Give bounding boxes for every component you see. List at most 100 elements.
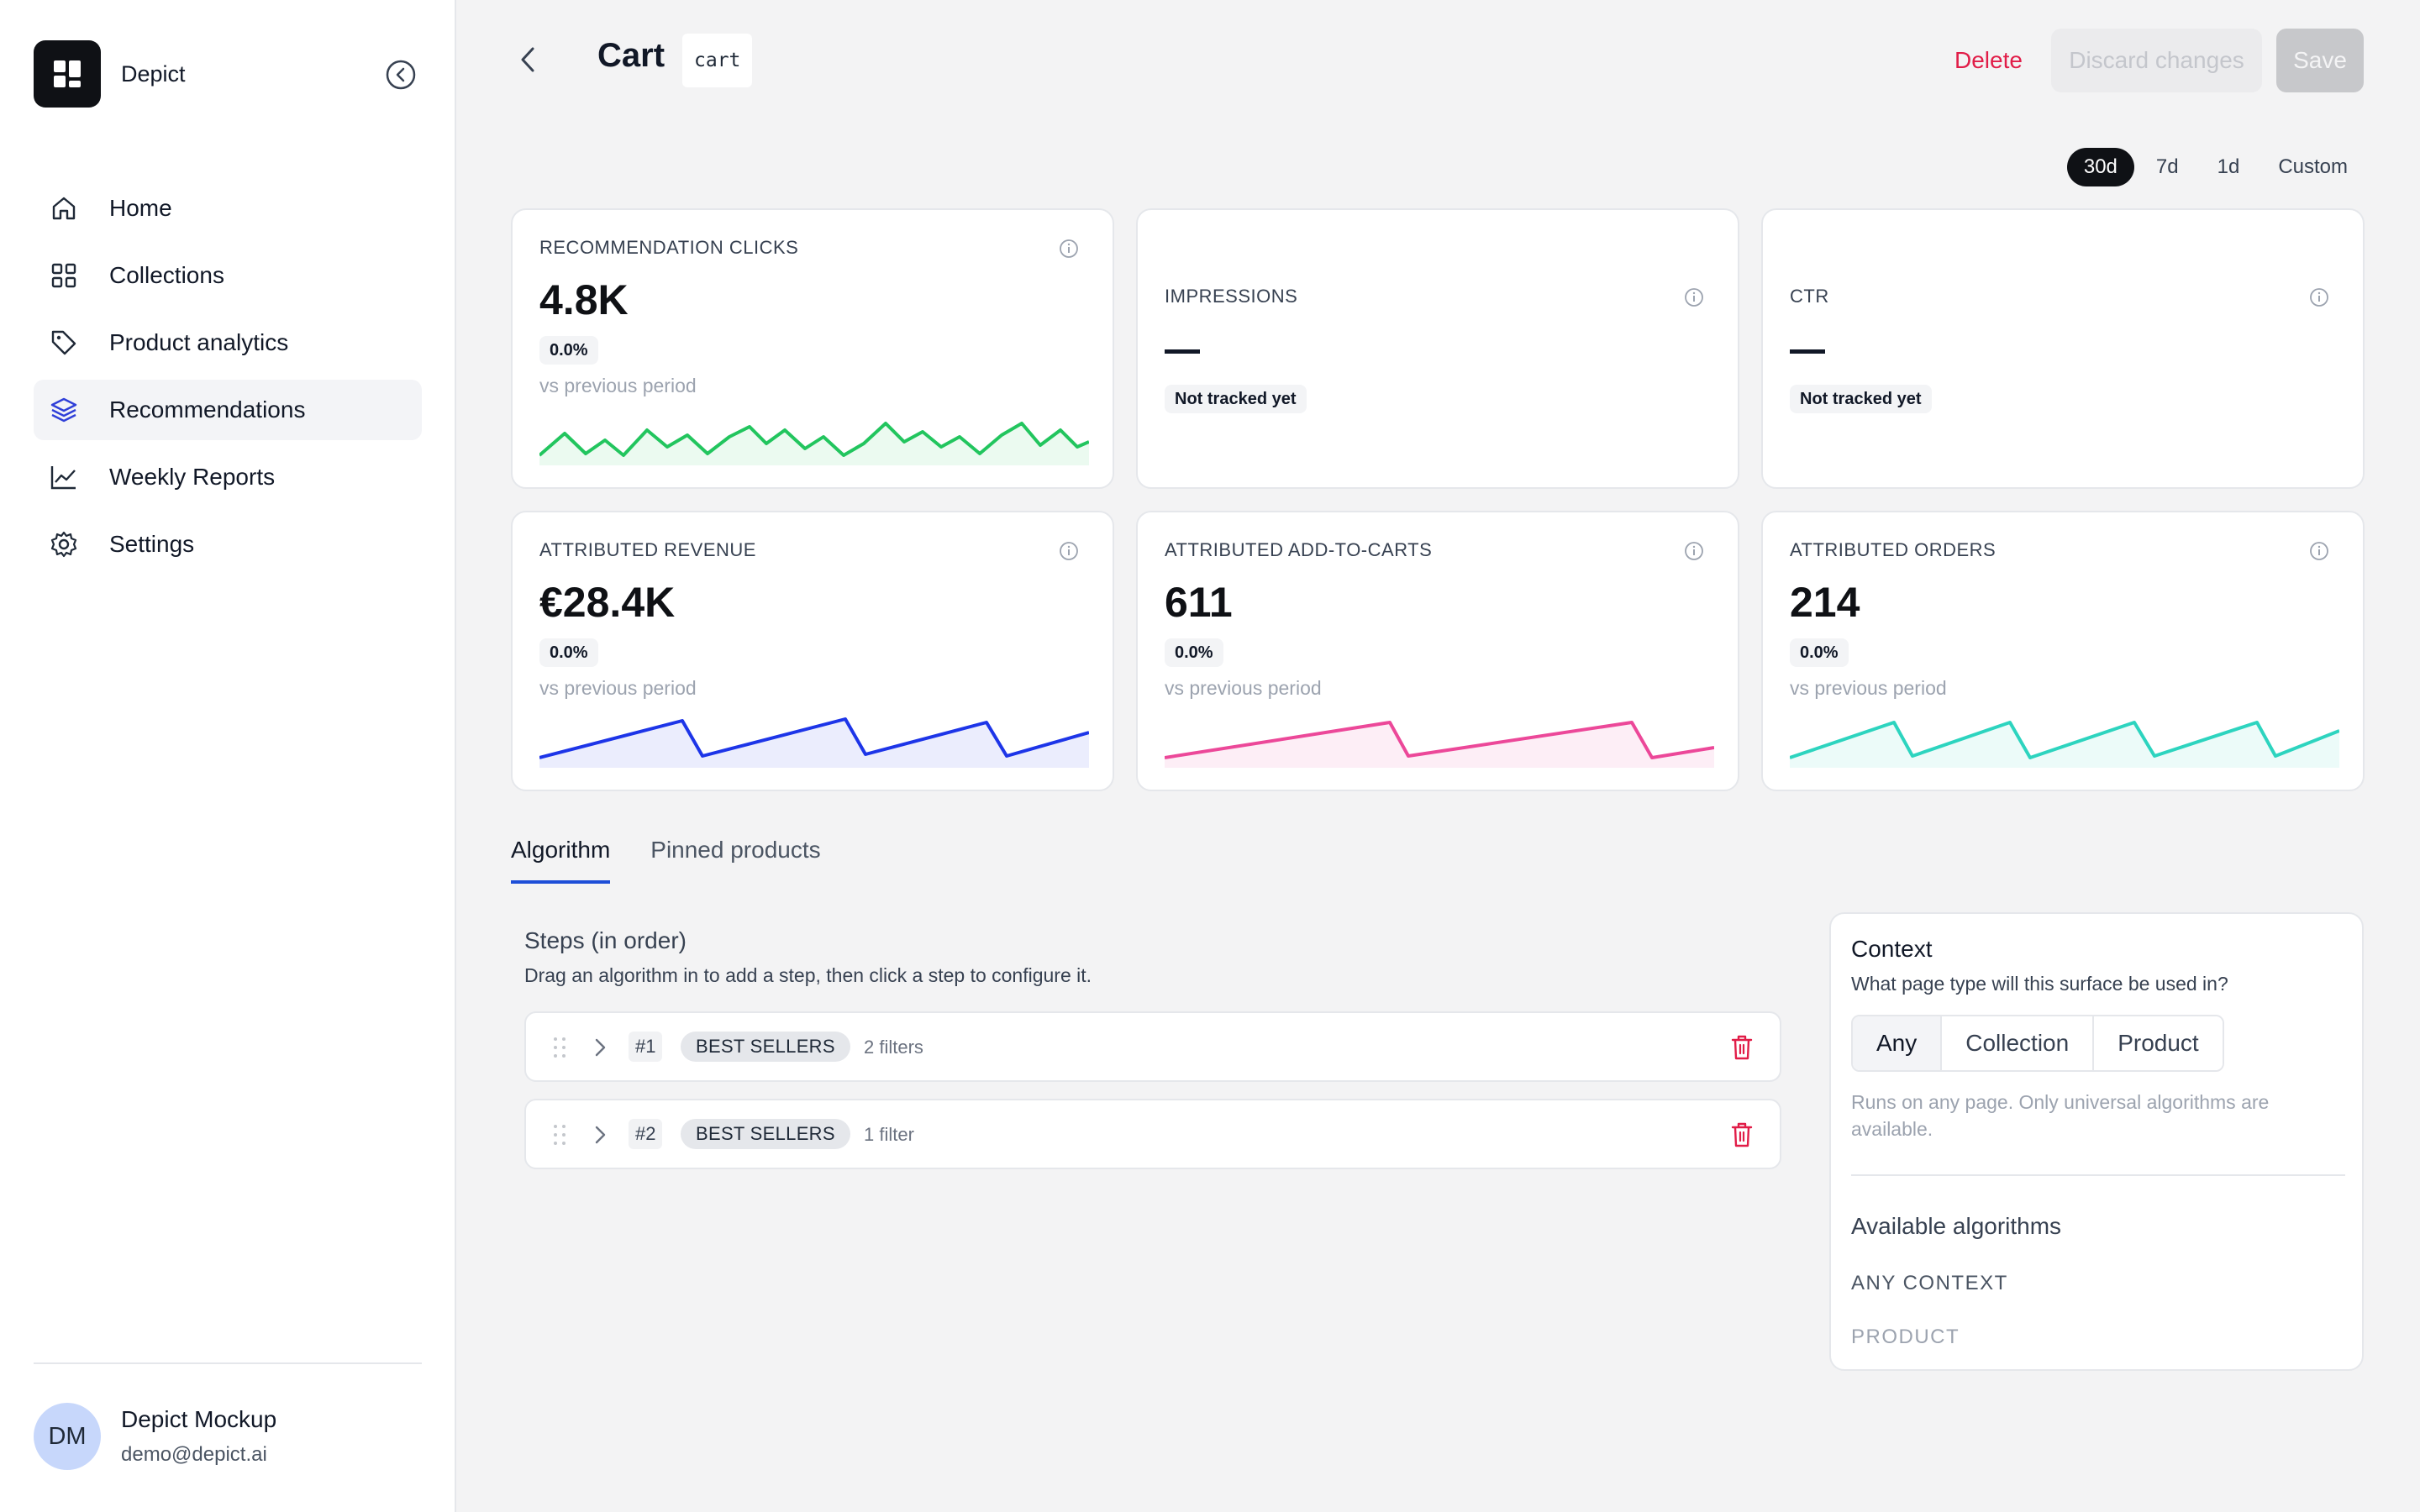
metric-delta: 0.0% — [1165, 638, 1223, 667]
sidebar-item-settings[interactable]: Settings — [34, 514, 422, 575]
metric-subtext: vs previous period — [539, 375, 697, 396]
page-type-segmented-control: Any Collection Product — [1851, 1015, 2224, 1072]
range-option-1d[interactable]: 1d — [2217, 155, 2240, 178]
context-note: Runs on any page. Only universal algorit… — [1851, 1091, 2270, 1140]
filter-count: 2 filters — [864, 1037, 923, 1058]
tag-icon — [49, 328, 79, 358]
sidebar-item-collections[interactable]: Collections — [34, 245, 422, 306]
sidebar-item-weekly-reports[interactable]: Weekly Reports — [34, 447, 422, 507]
discard-changes-button[interactable]: Discard changes — [2051, 29, 2262, 92]
context-question: What page type will this surface be used… — [1851, 973, 2228, 995]
user-name: Depict Mockup — [121, 1406, 277, 1432]
sidebar-item-product-analytics[interactable]: Product analytics — [34, 312, 422, 373]
algorithm-group-any-context[interactable]: ANY CONTEXT — [1851, 1272, 2008, 1294]
metric-card-attributed-revenue: ATTRIBUTED REVENUE €28.4K 0.0% vs previo… — [511, 511, 1114, 791]
delete-button[interactable]: Delete — [1954, 47, 2023, 73]
metric-subtext: vs previous period — [1790, 677, 1947, 699]
grid-icon — [49, 260, 79, 291]
metric-label: RECOMMENDATION CLICKS — [539, 237, 799, 258]
metric-delta: 0.0% — [539, 336, 598, 365]
metric-status: Not tracked yet — [1790, 385, 1932, 413]
save-button[interactable]: Save — [2276, 29, 2364, 92]
info-icon[interactable] — [2309, 287, 2329, 307]
page-type-option-product[interactable]: Product — [2094, 1016, 2223, 1070]
sparkline — [539, 717, 1089, 768]
metric-value — [1165, 349, 1200, 354]
date-range-selector: 30d 7d 1d Custom — [2062, 148, 2365, 186]
slug-badge: cart — [682, 34, 753, 87]
steps-title: Steps (in order) — [524, 927, 687, 953]
metric-card-impressions: IMPRESSIONS Not tracked yet — [1136, 208, 1739, 489]
metric-value: 4.8K — [539, 276, 629, 323]
metric-delta: 0.0% — [539, 638, 598, 667]
info-icon[interactable] — [2309, 541, 2329, 561]
page-title: Cart — [597, 37, 666, 74]
available-algorithms-title: Available algorithms — [1851, 1213, 2062, 1239]
range-option-7d[interactable]: 7d — [2155, 155, 2179, 178]
range-option-custom[interactable]: Custom — [2278, 155, 2348, 178]
sparkline — [1165, 721, 1714, 768]
depict-logo-icon — [34, 40, 101, 108]
info-icon[interactable] — [1059, 239, 1079, 259]
back-arrow-icon[interactable] — [513, 42, 543, 77]
collapse-sidebar-icon[interactable] — [385, 59, 417, 91]
step-row[interactable]: #1 BEST SELLERS 2 filters — [524, 1011, 1781, 1082]
metric-label: ATTRIBUTED ADD-TO-CARTS — [1165, 539, 1433, 560]
trash-icon[interactable] — [1729, 1121, 1754, 1149]
brand[interactable]: Depict — [34, 40, 186, 108]
sidebar-item-label: Weekly Reports — [109, 464, 276, 490]
metric-status: Not tracked yet — [1165, 385, 1307, 413]
page-type-option-any[interactable]: Any — [1853, 1016, 1943, 1070]
steps-subtitle: Drag an algorithm in to add a step, then… — [524, 964, 1092, 986]
tab-pinned-products[interactable]: Pinned products — [650, 837, 821, 863]
step-number: #1 — [629, 1032, 663, 1062]
sidebar-divider — [34, 1362, 422, 1364]
algorithm-badge: BEST SELLERS — [681, 1032, 850, 1062]
home-icon — [49, 193, 79, 223]
metric-value: 611 — [1165, 579, 1233, 626]
trash-icon[interactable] — [1729, 1033, 1754, 1062]
range-option-30d[interactable]: 30d — [2066, 148, 2134, 186]
tabs: Algorithm Pinned products — [511, 837, 861, 884]
drag-handle-icon[interactable] — [551, 1122, 568, 1147]
metric-label: ATTRIBUTED REVENUE — [539, 539, 756, 560]
sidebar-item-label: Product analytics — [109, 329, 289, 355]
step-number: #2 — [629, 1119, 663, 1149]
layers-icon — [49, 395, 79, 425]
algorithm-group-product[interactable]: PRODUCT — [1851, 1326, 1960, 1348]
user-email: demo@depict.ai — [121, 1443, 267, 1466]
tab-algorithm[interactable]: Algorithm — [511, 837, 611, 884]
metric-card-ctr: CTR Not tracked yet — [1761, 208, 2365, 489]
sidebar-item-label: Recommendations — [109, 396, 306, 423]
brand-name: Depict — [121, 60, 186, 87]
filter-count: 1 filter — [864, 1124, 914, 1145]
drag-handle-icon[interactable] — [551, 1035, 568, 1060]
info-icon[interactable] — [1684, 541, 1704, 561]
sidebar-item-label: Home — [109, 195, 172, 221]
avatar: DM — [34, 1403, 101, 1470]
algorithm-badge: BEST SELLERS — [681, 1119, 850, 1149]
metric-delta: 0.0% — [1790, 638, 1849, 667]
metric-card-attributed-orders: ATTRIBUTED ORDERS 214 0.0% vs previous p… — [1761, 511, 2365, 791]
page-type-option-collection[interactable]: Collection — [1942, 1016, 2095, 1070]
sparkline — [539, 422, 1089, 465]
info-icon[interactable] — [1059, 541, 1079, 561]
metric-card-recommendation-clicks: RECOMMENDATION CLICKS 4.8K 0.0% vs previ… — [511, 208, 1114, 489]
metric-value — [1790, 349, 1825, 354]
line-chart-icon — [49, 462, 79, 492]
metric-label: CTR — [1790, 286, 1829, 307]
chevron-right-icon[interactable] — [592, 1124, 608, 1146]
user-menu[interactable]: DM Depict Mockup demo@depict.ai — [34, 1403, 276, 1470]
metric-value: 214 — [1790, 579, 1860, 626]
sidebar-item-label: Collections — [109, 262, 224, 288]
step-row[interactable]: #2 BEST SELLERS 1 filter — [524, 1099, 1781, 1169]
metric-subtext: vs previous period — [539, 677, 697, 699]
chevron-right-icon[interactable] — [592, 1037, 608, 1058]
sidebar-item-recommendations[interactable]: Recommendations — [34, 380, 422, 440]
sidebar-item-home[interactable]: Home — [34, 178, 422, 239]
metric-card-attributed-add-to-carts: ATTRIBUTED ADD-TO-CARTS 611 0.0% vs prev… — [1136, 511, 1739, 791]
metric-label: ATTRIBUTED ORDERS — [1790, 539, 1996, 560]
context-title: Context — [1851, 936, 1933, 962]
info-icon[interactable] — [1684, 287, 1704, 307]
sidebar-item-label: Settings — [109, 531, 195, 557]
